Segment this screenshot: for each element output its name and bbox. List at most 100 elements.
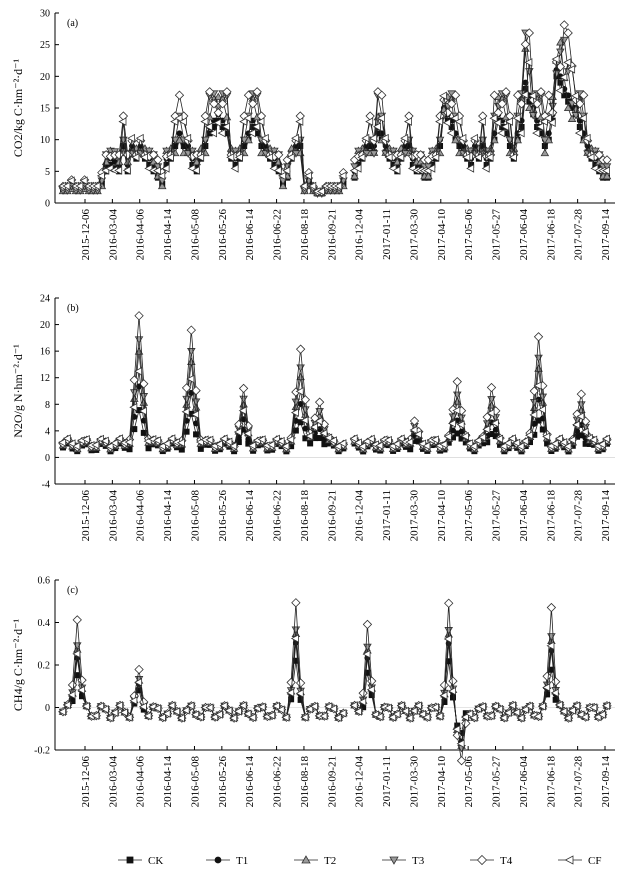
data-point — [167, 701, 176, 710]
data-point — [542, 671, 552, 681]
data-point — [366, 685, 375, 694]
data-point — [209, 99, 219, 109]
data-point — [486, 408, 495, 418]
series-line — [354, 638, 608, 744]
data-point — [512, 438, 521, 448]
data-point — [448, 419, 456, 428]
data-point — [512, 113, 521, 123]
data-point — [520, 705, 529, 714]
data-point — [559, 437, 568, 447]
data-point — [238, 406, 247, 415]
x-tick-label: 2016-06-22 — [272, 209, 284, 260]
data-point — [338, 171, 347, 181]
data-point — [176, 438, 185, 448]
data-point — [338, 439, 347, 448]
data-point — [243, 421, 254, 431]
data-point — [567, 435, 576, 445]
legend-marker — [476, 854, 488, 866]
data-point — [114, 166, 123, 175]
data-point — [545, 130, 552, 137]
data-point — [503, 708, 512, 718]
data-point — [77, 675, 87, 685]
data-point — [482, 412, 492, 422]
series-line — [354, 634, 608, 746]
data-point — [380, 133, 389, 143]
series-T3 — [58, 29, 612, 199]
data-point — [204, 122, 213, 131]
data-point — [576, 389, 586, 399]
data-point — [124, 437, 133, 447]
data-point — [520, 436, 529, 446]
data-point — [333, 441, 342, 451]
data-point — [157, 713, 166, 722]
y-tick-label: 8 — [45, 400, 50, 411]
x-tick-label: 2016-05-08 — [189, 490, 201, 542]
data-point — [243, 709, 252, 719]
data-point — [540, 136, 550, 145]
x-tick-label: 2017-05-06 — [463, 756, 475, 808]
data-point — [486, 382, 497, 393]
data-point — [389, 147, 398, 156]
data-point — [295, 117, 304, 126]
x-tick-label: 2017-05-27 — [491, 490, 503, 542]
data-point — [152, 166, 161, 175]
data-point — [456, 756, 467, 766]
data-point — [81, 435, 90, 444]
data-point — [456, 739, 465, 748]
data-point — [486, 711, 495, 721]
panel-2: -0.2 0 0.2 0.4 0.6 2015-12-06 2016-03-04 2016-0… — [11, 576, 615, 808]
data-point — [153, 436, 162, 445]
x-tick-label: 2016-06-14 — [244, 209, 256, 261]
data-point — [176, 713, 185, 723]
data-point — [176, 130, 183, 137]
data-point — [452, 376, 462, 387]
data-point — [209, 128, 217, 138]
data-point — [230, 164, 239, 173]
data-point — [516, 99, 527, 109]
data-point — [538, 393, 548, 402]
data-point — [458, 133, 467, 143]
data-point — [396, 153, 405, 162]
data-point — [439, 691, 448, 700]
data-point — [187, 348, 196, 356]
data-point — [157, 441, 166, 451]
x-tick-label: 2016-04-06 — [135, 490, 147, 542]
data-point — [493, 118, 502, 128]
data-point — [366, 434, 375, 444]
x-tick-label: 2017-03-30 — [408, 756, 420, 808]
data-point — [534, 354, 543, 363]
data-point — [563, 103, 573, 112]
x-tick-label: 2017-09-14 — [600, 490, 612, 542]
data-point — [383, 435, 392, 445]
data-point — [499, 441, 508, 451]
data-point — [191, 166, 200, 175]
data-point — [260, 133, 269, 143]
data-point — [427, 164, 436, 173]
data-point — [367, 676, 377, 686]
data-point — [422, 713, 431, 722]
data-point — [431, 153, 440, 162]
data-point — [186, 374, 195, 384]
data-point — [205, 87, 215, 97]
data-point — [353, 164, 362, 173]
data-point — [525, 701, 533, 711]
data-point — [72, 441, 81, 451]
data-point — [536, 87, 546, 97]
data-point — [105, 442, 114, 451]
data-point — [495, 434, 504, 444]
legend-label: CF — [588, 855, 601, 867]
x-tick-label: 2016-05-08 — [189, 209, 201, 261]
data-point — [450, 113, 459, 123]
data-point — [338, 708, 347, 718]
data-point — [214, 92, 223, 100]
y-tick-label: 12 — [40, 373, 50, 384]
data-point — [62, 181, 71, 191]
legend-marker — [301, 855, 311, 864]
data-point — [143, 711, 152, 721]
data-point — [489, 113, 498, 123]
data-point — [513, 90, 523, 100]
data-point — [512, 708, 521, 717]
series-CF — [58, 366, 610, 451]
data-point — [192, 157, 202, 166]
data-point — [119, 708, 128, 717]
